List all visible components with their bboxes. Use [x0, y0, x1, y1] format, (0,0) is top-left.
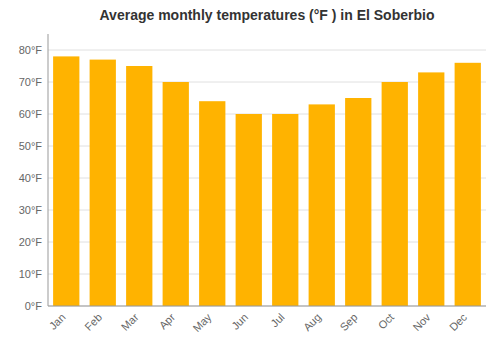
bar: [418, 72, 444, 306]
x-tick-label: Feb: [82, 311, 104, 333]
bar: [236, 114, 262, 306]
grid-line: [48, 306, 486, 307]
chart-container: Average monthly temperatures (°F ) in El…: [0, 0, 500, 350]
page: {"chart_data": {"type": "bar", "title": …: [0, 0, 500, 350]
x-tick-label: Jul: [268, 311, 286, 329]
y-tick-label: 60°F: [19, 108, 43, 120]
x-tick-label: Sep: [337, 311, 359, 333]
grid-line: [48, 50, 486, 51]
y-axis-line: [48, 34, 49, 306]
chart-svg: Average monthly temperatures (°F ) in El…: [0, 0, 500, 350]
x-axis-line: [48, 306, 486, 307]
bar: [455, 63, 481, 306]
y-tick-label: 0°F: [25, 300, 43, 312]
y-axis: 0°F 10°F 20°F 30°F 40°F 50°F 60°F 70°F 80°F: [19, 34, 48, 312]
x-tick-label: Jan: [47, 311, 68, 332]
bar: [90, 60, 116, 306]
grid: [48, 50, 486, 306]
x-tick-label: Dec: [447, 311, 470, 334]
bar: [345, 98, 371, 306]
bar: [53, 56, 79, 306]
y-tick-label: 30°F: [19, 204, 43, 216]
y-tick-label: 20°F: [19, 236, 43, 248]
bar: [163, 82, 189, 306]
bar: [126, 66, 152, 306]
y-tick-label: 80°F: [19, 44, 43, 56]
y-tick-label: 10°F: [19, 268, 43, 280]
x-axis: Jan Feb Mar Apr May Jun Jul Aug Sep Oct Nov Dec: [47, 306, 486, 334]
bar: [309, 104, 335, 306]
x-tick-label: Oct: [376, 311, 397, 332]
bars: [53, 56, 481, 306]
bar: [199, 101, 225, 306]
y-tick-label: 40°F: [19, 172, 43, 184]
x-tick-label: Apr: [157, 311, 178, 332]
x-tick-label: Aug: [301, 311, 323, 333]
x-tick-label: Jun: [229, 311, 250, 332]
title: Average monthly temperatures (°F ) in El…: [100, 7, 435, 23]
y-tick-label: 50°F: [19, 140, 43, 152]
bar: [272, 114, 298, 306]
x-tick-label: May: [190, 311, 214, 335]
y-tick-label: 70°F: [19, 76, 43, 88]
x-tick-label: Mar: [119, 311, 141, 333]
bar: [382, 82, 408, 306]
x-tick-label: Nov: [410, 311, 433, 334]
